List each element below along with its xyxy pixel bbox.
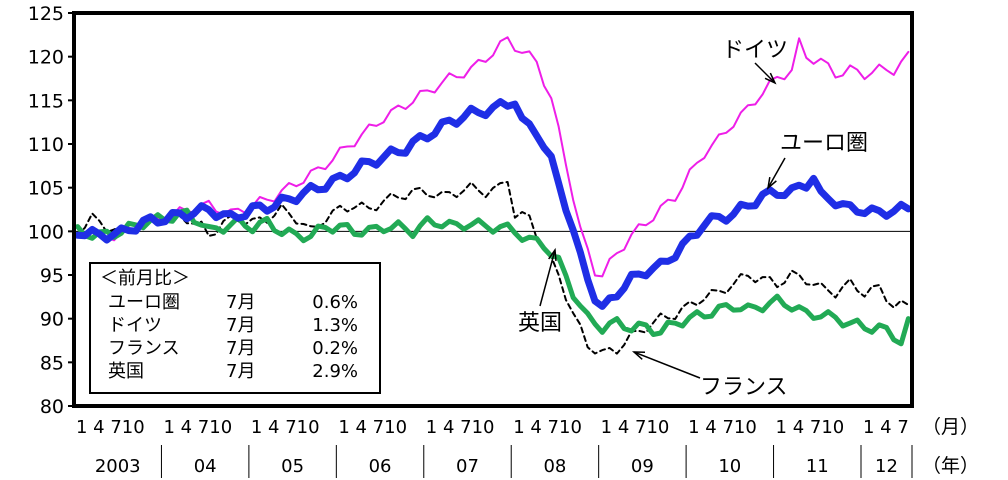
series-lines (74, 36, 912, 355)
month-tick-label: 1 4 710 (338, 417, 407, 438)
y-tick-label: 85 (40, 352, 64, 374)
year-label: 04 (194, 456, 217, 477)
y-tick-label: 125 (28, 3, 64, 25)
series-line-uk (75, 207, 911, 347)
x-unit-month: （月） (922, 416, 979, 438)
annotation-label-france: フランス (700, 375, 788, 400)
y-tick-label: 100 (28, 221, 64, 243)
x-unit-year: （年） (922, 455, 979, 477)
legend-row-name: 英国 (108, 361, 144, 382)
y-tick-label: 80 (40, 396, 64, 418)
month-tick-label: 1 4 7 (863, 417, 909, 438)
legend-row-month: 7月 (226, 292, 255, 313)
legend-row-name: ドイツ (108, 315, 162, 336)
legend-row-value: 2.9% (312, 361, 358, 382)
annotation-arrow-germany (754, 62, 776, 84)
series-line-france (76, 181, 910, 355)
year-label: 05 (281, 456, 304, 477)
month-tick-label: 1 4 710 (776, 417, 845, 438)
annotation-arrowhead-uk (548, 247, 557, 262)
annotation-arrowhead-france (631, 351, 646, 360)
month-tick-label: 1 4 710 (76, 417, 145, 438)
month-tick-label: 1 4 710 (513, 417, 582, 438)
year-label: 06 (369, 456, 392, 477)
legend-row-value: 0.6% (312, 292, 358, 313)
year-label: 07 (456, 456, 479, 477)
month-tick-label: 1 4 710 (251, 417, 320, 438)
annotation-label-germany: ドイツ (722, 38, 788, 63)
y-tick-label: 105 (28, 178, 64, 200)
annotation-arrow-france (633, 351, 701, 379)
y-tick-label: 95 (40, 265, 64, 287)
year-label: 10 (718, 456, 741, 477)
y-axis: 80 85 90 95 100 105 110 115 120 125 (28, 3, 74, 418)
legend-title: ＜前月比＞ (100, 268, 190, 289)
y-tick-label: 115 (28, 90, 64, 112)
year-label: 09 (631, 456, 654, 477)
annotation-arrowhead-euro (766, 177, 777, 190)
y-tick-label: 90 (40, 309, 64, 331)
legend-row-name: ユーロ圏 (108, 292, 180, 313)
annotation-arrow-uk (539, 249, 556, 307)
series-line-germany (76, 36, 910, 278)
y-tick-label: 110 (28, 134, 64, 156)
annotation-arrow-euro (767, 157, 786, 189)
series-line-euro (74, 98, 912, 310)
legend-row-name: フランス (108, 338, 180, 359)
year-label: 2003 (95, 456, 141, 477)
legend-row-month: 7月 (226, 338, 255, 359)
legend-row-value: 0.2% (312, 338, 358, 359)
month-tick-label: 1 4 710 (601, 417, 670, 438)
plot-frame (72, 11, 914, 408)
annotation-label-euro: ユーロ圏 (780, 131, 868, 156)
year-label: 12 (875, 456, 898, 477)
legend-row-month: 7月 (226, 361, 255, 382)
legend-row-value: 1.3% (312, 315, 358, 336)
month-tick-label: 1 4 710 (426, 417, 495, 438)
annotation-arrowhead-germany (764, 72, 777, 85)
year-label: 08 (543, 456, 566, 477)
legend-box: ＜前月比＞ ユーロ圏 7月 0.6% ドイツ 7月 1.3% フランス 7月 0.2% 英国 7月 2… (89, 262, 381, 394)
legend-frame (89, 262, 381, 394)
year-label: 11 (806, 456, 829, 477)
y-tick-label: 120 (28, 47, 64, 69)
month-tick-label: 1 4 710 (688, 417, 757, 438)
month-tick-label: 1 4 710 (163, 417, 232, 438)
legend-row-month: 7月 (226, 315, 255, 336)
annotation-label-uk: 英国 (518, 311, 562, 336)
